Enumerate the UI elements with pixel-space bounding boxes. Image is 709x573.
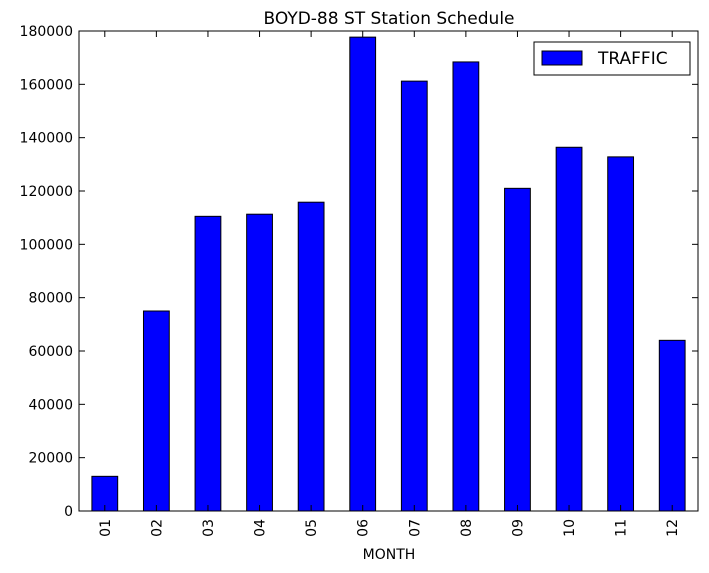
- bar-02: [142, 310, 170, 512]
- y-tick-label-140000: 140000: [20, 131, 73, 147]
- y-tick-label-0: 0: [64, 504, 73, 520]
- y-tick-label-180000: 180000: [20, 24, 73, 40]
- x-tick-label-05: 05: [304, 519, 320, 537]
- x-axis: 01 02 03 04 05 06 07 08 09 10 11 12: [98, 31, 681, 537]
- y-tick-label-20000: 20000: [28, 451, 73, 467]
- x-tick-label-08: 08: [459, 519, 475, 537]
- x-tick-label-03: 03: [201, 519, 217, 537]
- bar-11: [607, 156, 635, 512]
- x-tick-label-12: 12: [665, 519, 681, 537]
- x-tick-label-11: 11: [614, 519, 630, 537]
- bar-07: [400, 80, 428, 512]
- bar-03: [194, 215, 222, 512]
- y-tick-label-60000: 60000: [28, 344, 73, 360]
- y-tick-label-120000: 120000: [20, 184, 73, 200]
- bar-12: [658, 339, 686, 512]
- y-tick-label-40000: 40000: [28, 397, 73, 413]
- legend: TRAFFIC: [533, 41, 691, 76]
- y-tick-label-160000: 160000: [20, 77, 73, 93]
- bar-05: [297, 201, 325, 512]
- bar-08: [452, 61, 480, 512]
- bar-10: [555, 146, 583, 512]
- y-axis: 0 20000 40000 60000 80000 100000 120000 140000 1…: [20, 24, 698, 520]
- plot-frame: [78, 30, 699, 512]
- x-tick-label-10: 10: [562, 519, 578, 537]
- legend-swatch-traffic: [541, 50, 583, 66]
- x-axis-label: MONTH: [363, 547, 416, 563]
- x-tick-label-04: 04: [253, 519, 269, 537]
- bar-06: [349, 36, 377, 512]
- x-tick-label-06: 06: [356, 519, 372, 537]
- chart-title: BOYD-88 ST Station Schedule: [264, 9, 515, 29]
- bar-09: [504, 187, 531, 512]
- x-tick-label-01: 01: [98, 519, 114, 537]
- x-tick-label-07: 07: [407, 519, 423, 537]
- bars-group: [91, 36, 686, 512]
- y-tick-label-100000: 100000: [20, 237, 73, 253]
- x-tick-label-02: 02: [149, 519, 165, 537]
- y-tick-label-80000: 80000: [28, 291, 73, 307]
- legend-label-traffic: TRAFFIC: [597, 49, 668, 69]
- bar-04: [246, 213, 273, 512]
- x-tick-label-09: 09: [510, 519, 526, 537]
